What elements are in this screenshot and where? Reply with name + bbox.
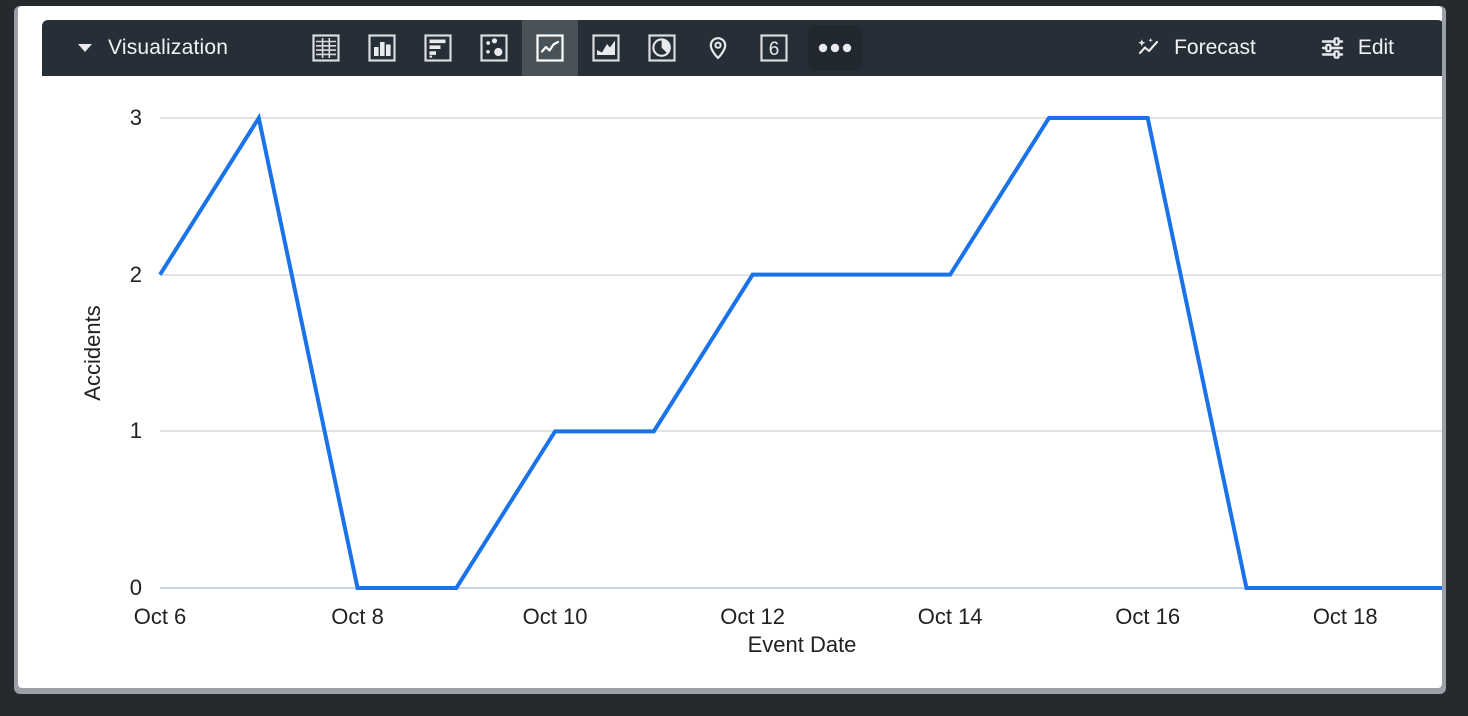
visualization-type-buttons: 6 (298, 20, 863, 76)
line-series (160, 118, 1442, 588)
y-tick-label: 2 (129, 261, 142, 287)
viz-type-column-button[interactable] (354, 20, 410, 76)
viz-type-single-value-button[interactable]: 6 (746, 20, 802, 76)
visualization-toolbar: Visualization (42, 20, 1442, 76)
forecast-sparkle-icon (1138, 38, 1159, 55)
x-tick-label: Oct 18 (1312, 604, 1378, 629)
visualization-title-group[interactable]: Visualization (42, 20, 228, 76)
svg-text:6: 6 (769, 39, 780, 60)
y-axis-label: Accidents (80, 305, 105, 401)
edit-button[interactable]: Edit (1310, 35, 1404, 61)
viz-type-bar-button[interactable] (410, 20, 466, 76)
sliders-icon (1321, 37, 1344, 59)
chevron-down-icon[interactable] (78, 44, 92, 52)
chart-container: Accidents 0 1 2 3 Oct 6 Oct 8 Oct 10 Oct 12 Oct… (42, 76, 1442, 688)
visualization-panel: Visualization (18, 6, 1442, 688)
area-chart-icon (592, 34, 620, 62)
column-chart-icon (368, 34, 396, 62)
gridline (160, 117, 1442, 119)
line-chart-icon (536, 34, 564, 62)
edit-label: Edit (1357, 36, 1394, 59)
scatter-plot-icon (480, 34, 508, 62)
viz-type-area-button[interactable] (578, 20, 634, 76)
y-tick-label: 0 (129, 575, 142, 600)
gridline (160, 430, 1442, 433)
pie-chart-icon (648, 34, 676, 62)
viz-type-pie-button[interactable] (634, 20, 690, 76)
viz-type-table-button[interactable] (298, 20, 354, 76)
x-axis-label: Event Date (747, 632, 857, 657)
viz-type-map-button[interactable] (690, 20, 746, 76)
x-tick-label: Oct 10 (522, 604, 588, 629)
toolbar-actions: Forecast (1126, 20, 1426, 76)
x-tick-label: Oct 16 (1115, 604, 1181, 629)
x-tick-label: Oct 12 (720, 604, 786, 629)
bar-chart-icon (424, 34, 452, 62)
plot-area[interactable]: 0 1 2 3 Oct 6 Oct 8 Oct 10 Oct 12 Oct 14 Oct 16 O… (130, 105, 1442, 629)
more-options-button[interactable] (808, 25, 863, 71)
x-tick-label: Oct 8 (331, 604, 384, 629)
gridline (160, 587, 1442, 589)
visualization-title: Visualization (108, 36, 229, 59)
more-options-icon (818, 43, 852, 53)
x-tick-label: Oct 14 (917, 604, 983, 629)
forecast-button[interactable]: Forecast (1126, 35, 1266, 61)
x-tick-label: Oct 6 (133, 604, 187, 629)
single-value-icon: 6 (760, 34, 788, 62)
y-tick-label: 3 (129, 105, 142, 130)
table-icon (312, 34, 340, 62)
viz-type-scatter-button[interactable] (466, 20, 522, 76)
map-pin-icon (709, 37, 727, 60)
series-line (160, 118, 1442, 588)
viz-type-line-button[interactable] (522, 20, 579, 76)
forecast-label: Forecast (1174, 36, 1256, 59)
y-tick-label: 1 (129, 418, 142, 444)
